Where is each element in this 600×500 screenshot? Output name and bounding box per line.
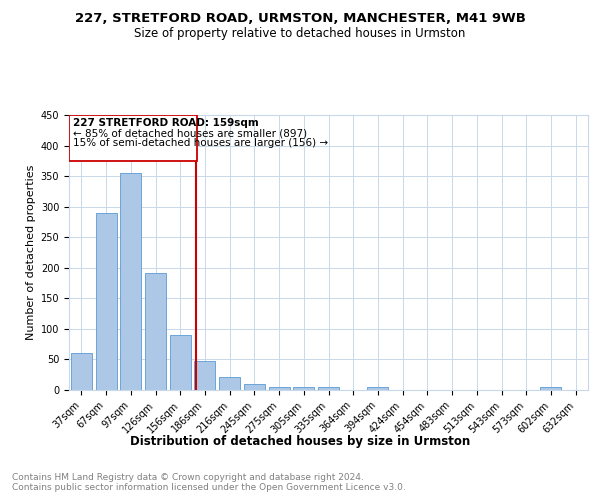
- Bar: [318, 387, 339, 390]
- FancyBboxPatch shape: [69, 115, 197, 161]
- Text: Contains HM Land Registry data © Crown copyright and database right 2024.
Contai: Contains HM Land Registry data © Crown c…: [12, 472, 406, 492]
- Bar: [120, 173, 141, 390]
- Text: ← 85% of detached houses are smaller (897): ← 85% of detached houses are smaller (89…: [73, 128, 307, 138]
- Bar: [170, 335, 191, 390]
- Bar: [219, 376, 240, 390]
- Text: Distribution of detached houses by size in Urmston: Distribution of detached houses by size …: [130, 435, 470, 448]
- Bar: [367, 387, 388, 390]
- Bar: [71, 354, 92, 390]
- Text: 15% of semi-detached houses are larger (156) →: 15% of semi-detached houses are larger (…: [73, 138, 328, 148]
- Bar: [194, 362, 215, 390]
- Bar: [95, 213, 116, 390]
- Text: 227, STRETFORD ROAD, URMSTON, MANCHESTER, M41 9WB: 227, STRETFORD ROAD, URMSTON, MANCHESTER…: [74, 12, 526, 26]
- Bar: [293, 387, 314, 390]
- Bar: [244, 384, 265, 390]
- Text: 227 STRETFORD ROAD: 159sqm: 227 STRETFORD ROAD: 159sqm: [73, 118, 259, 128]
- Bar: [541, 387, 562, 390]
- Text: Size of property relative to detached houses in Urmston: Size of property relative to detached ho…: [134, 28, 466, 40]
- Bar: [145, 272, 166, 390]
- Y-axis label: Number of detached properties: Number of detached properties: [26, 165, 37, 340]
- Bar: [269, 387, 290, 390]
